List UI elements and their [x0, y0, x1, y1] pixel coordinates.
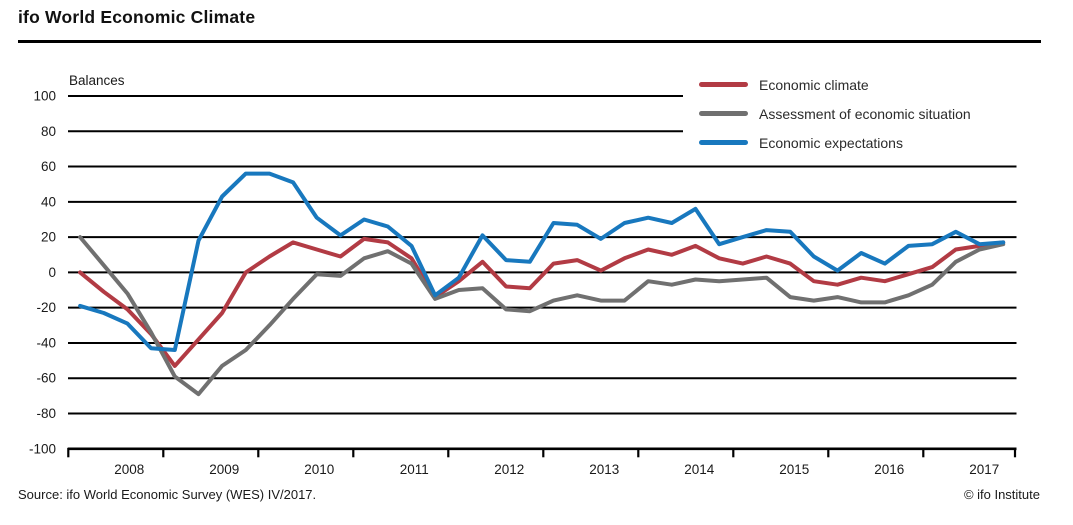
y-axis-tick-label: -20 — [36, 300, 56, 315]
y-axis-tick-label: -100 — [29, 441, 56, 456]
legend-item-economic-climate: Economic climate — [699, 70, 1049, 99]
y-axis-tick-label: -60 — [36, 371, 56, 386]
chart-legend: Economic climate Assessment of economic … — [699, 70, 1049, 157]
y-axis-tick-label: 80 — [41, 124, 56, 139]
y-axis-tick-label: 100 — [33, 89, 56, 104]
y-axis-tick-label: 60 — [41, 159, 56, 174]
x-axis-year-label: 2010 — [304, 462, 334, 477]
x-axis-year-label: 2017 — [969, 462, 999, 477]
copyright-note: © ifo Institute — [963, 487, 1040, 502]
series-line-assessment-of-economic-situation — [78, 235, 1006, 397]
y-axis-unit-label: Balances — [69, 73, 125, 88]
x-axis-year-label: 2012 — [494, 462, 524, 477]
x-axis-year-label: 2015 — [779, 462, 809, 477]
x-axis-year-label: 2008 — [114, 462, 144, 477]
assessment-line-swatch — [699, 111, 748, 116]
y-axis-tick-label: 0 — [48, 265, 56, 280]
source-note: Source: ifo World Economic Survey (WES) … — [18, 487, 317, 502]
title-divider — [18, 40, 1041, 43]
x-axis-year-label: 2016 — [874, 462, 904, 477]
series-line-economic-expectations — [78, 171, 1006, 352]
legend-label: Economic expectations — [759, 134, 903, 151]
economic-climate-line-swatch — [699, 82, 748, 87]
legend-item-expectations: Economic expectations — [699, 128, 1049, 157]
y-axis-tick-label: 20 — [41, 230, 56, 245]
legend-label: Assessment of economic situation — [759, 105, 971, 122]
x-axis-year-label: 2014 — [684, 462, 715, 477]
y-axis-tick-label: -40 — [36, 335, 56, 350]
legend-item-assessment: Assessment of economic situation — [699, 99, 1049, 128]
page-title: ifo World Economic Climate — [18, 7, 256, 27]
legend-label: Economic climate — [759, 76, 869, 93]
expectations-line-swatch — [699, 140, 748, 145]
x-axis-year-label: 2013 — [589, 462, 619, 477]
series-line-economic-climate — [78, 236, 1006, 368]
y-axis-tick-label: 40 — [41, 194, 56, 209]
x-axis-year-label: 2011 — [400, 462, 429, 477]
y-axis-tick-label: -80 — [36, 406, 56, 421]
x-axis-year-label: 2009 — [209, 462, 239, 477]
